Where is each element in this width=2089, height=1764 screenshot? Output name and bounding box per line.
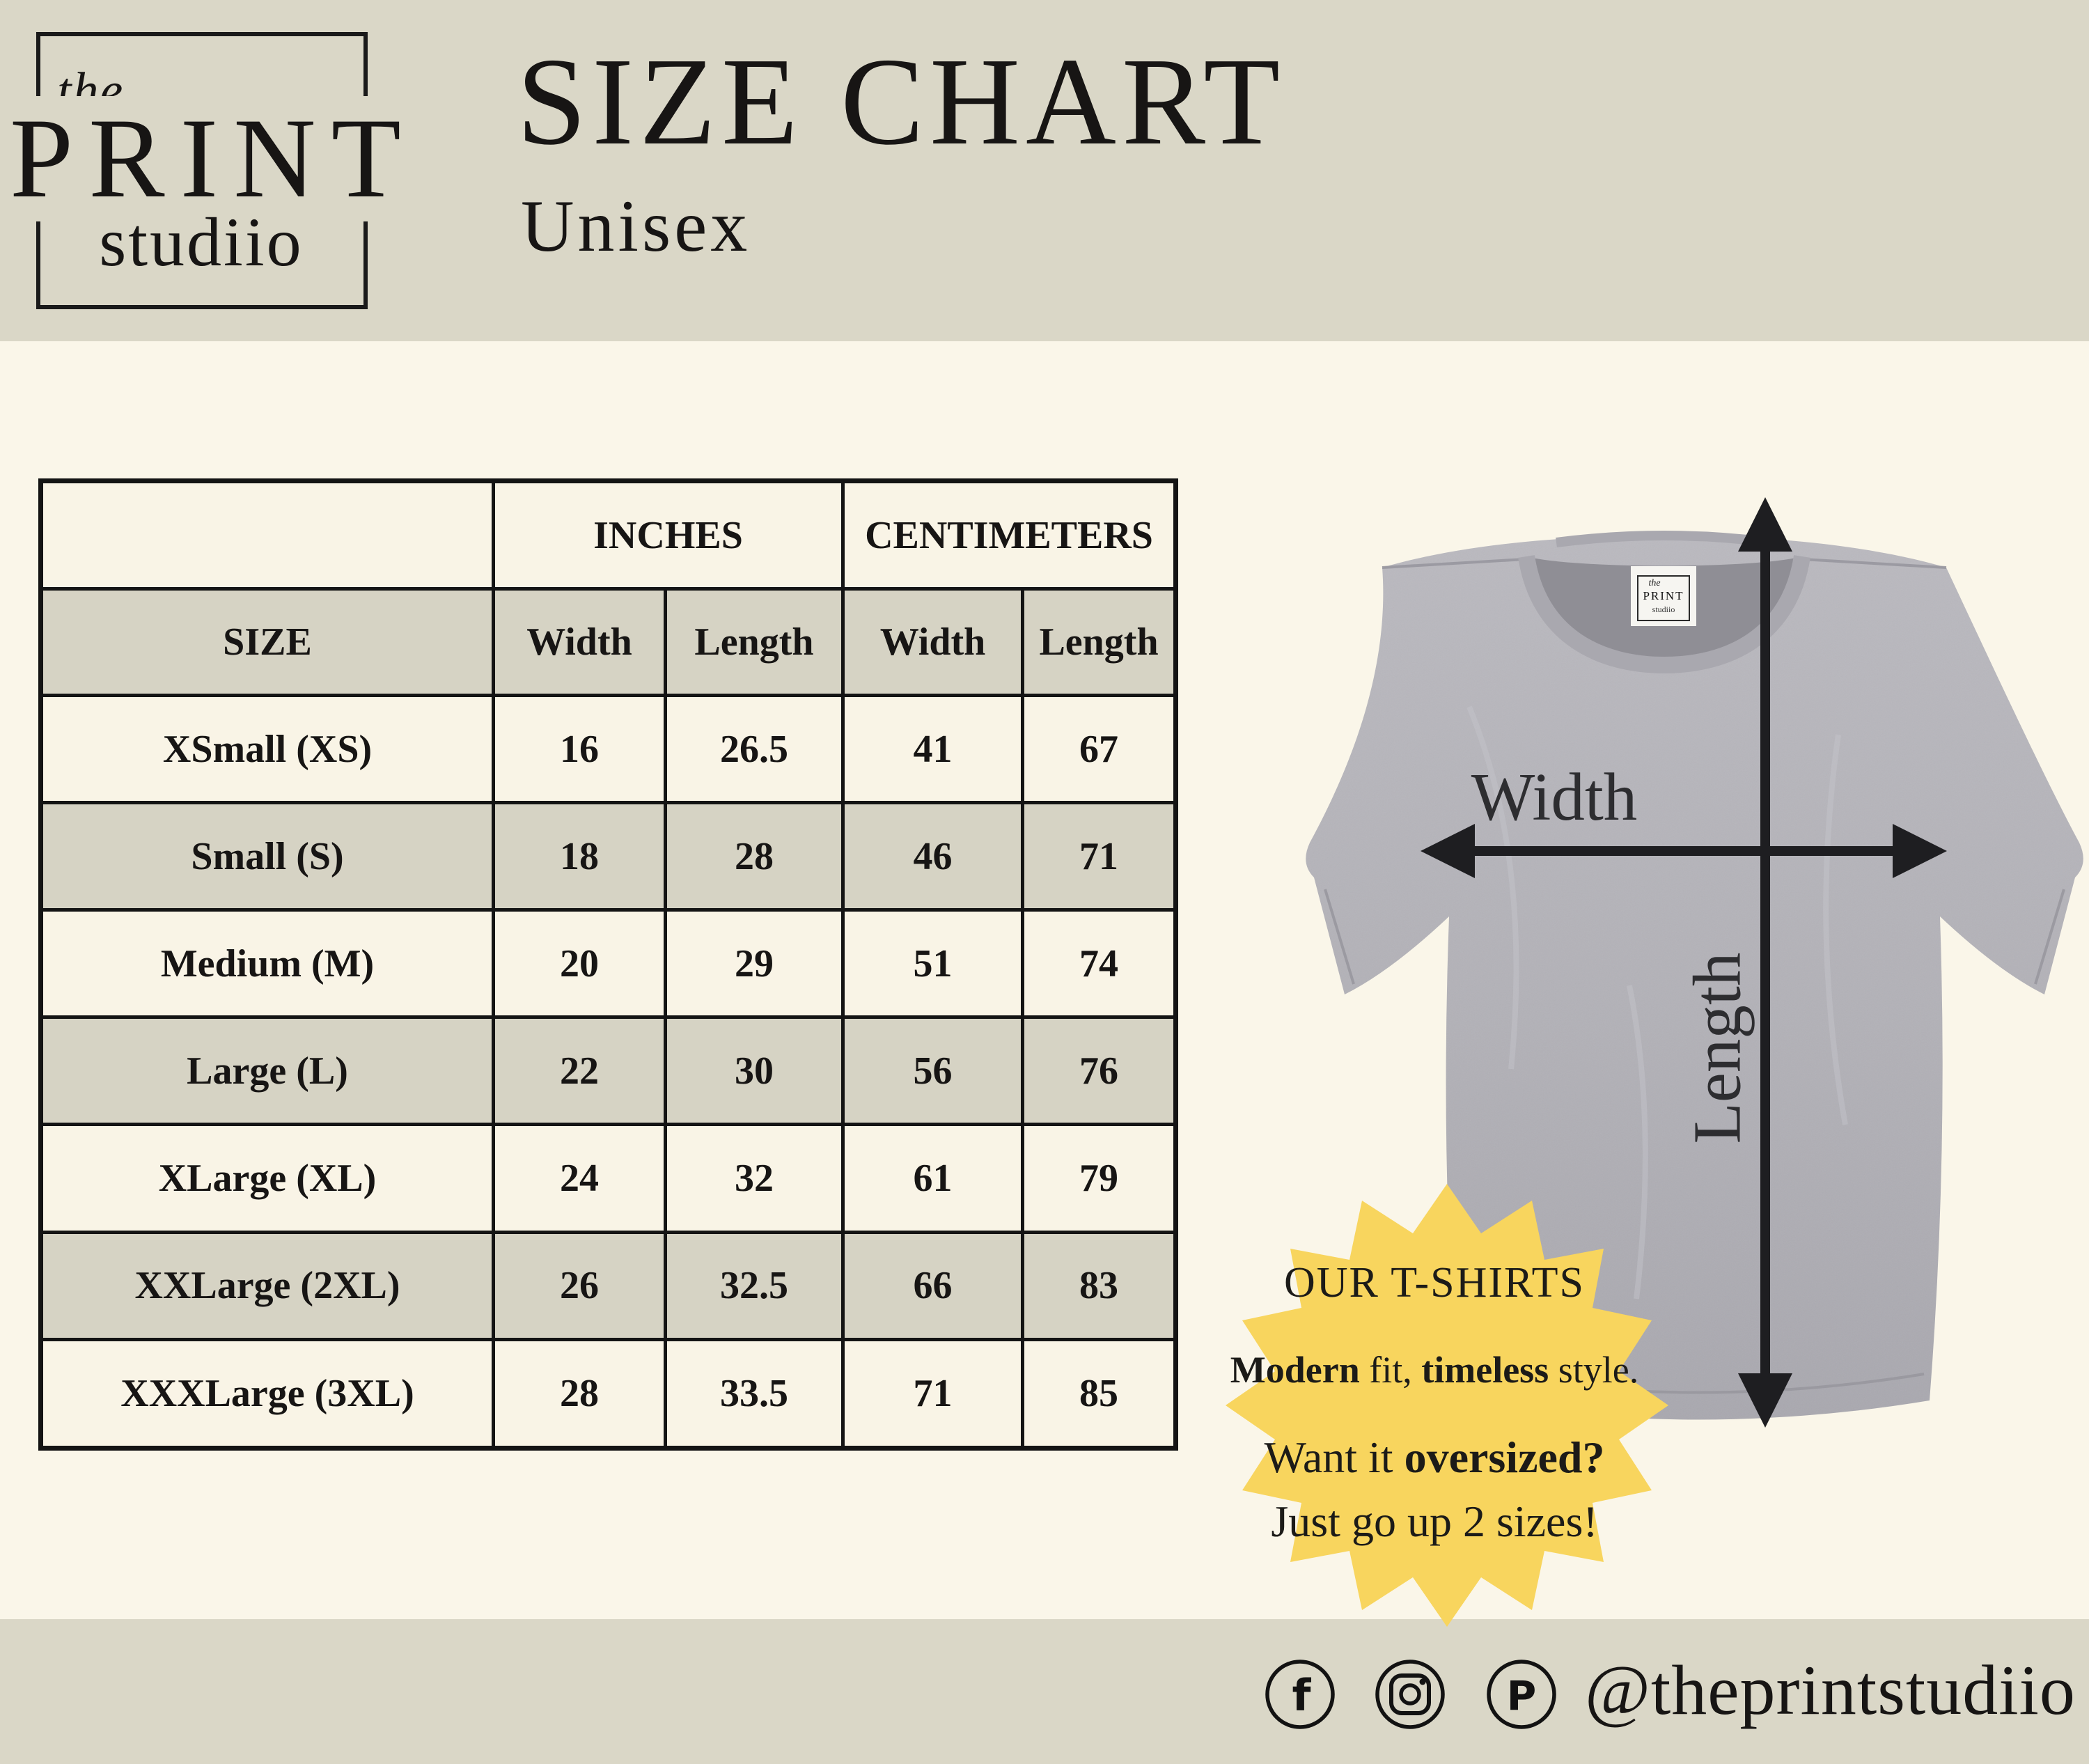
- starburst-badge: [1226, 1184, 1668, 1627]
- size-cell: Small (S): [39, 801, 495, 912]
- value-cell: 28: [492, 1337, 667, 1451]
- size-cell: Large (L): [39, 1015, 495, 1127]
- value-cell: 32.5: [663, 1230, 845, 1341]
- table-row: XXLarge (2XL) 26 32.5 66 83: [39, 1230, 1178, 1341]
- value-cell: 26: [492, 1230, 667, 1341]
- table-row: Large (L) 22 30 56 76: [39, 1015, 1178, 1127]
- table-column-header-row: SIZE Width Length Width Length: [39, 587, 1178, 697]
- badge-text: fit,: [1359, 1349, 1422, 1391]
- value-cell: 51: [841, 908, 1025, 1020]
- value-cell: 66: [841, 1230, 1025, 1341]
- value-cell: 18: [492, 801, 667, 912]
- facebook-glyph: f: [1292, 1670, 1312, 1721]
- facebook-icon: f: [1265, 1660, 1335, 1729]
- logo-word-studiio: studiio: [72, 208, 330, 277]
- value-cell: 41: [841, 693, 1025, 805]
- badge-text: oversized?: [1404, 1433, 1605, 1482]
- length-dimension-label: Length: [1680, 952, 1755, 1144]
- value-cell: 71: [841, 1337, 1025, 1451]
- brand-logo: the PRINT studiio: [10, 32, 402, 309]
- value-cell: 76: [1021, 1015, 1178, 1127]
- starburst-shape: [1226, 1184, 1668, 1627]
- size-cell: XLarge (XL): [39, 1123, 495, 1234]
- badge-text: style.: [1549, 1349, 1639, 1391]
- table-unit-header-row: INCHES CENTIMETERS: [39, 479, 1178, 591]
- table-row: Small (S) 18 28 46 71: [39, 801, 1178, 912]
- table-row: XLarge (XL) 24 32 61 79: [39, 1123, 1178, 1234]
- value-cell: 16: [492, 693, 667, 805]
- value-cell: 22: [492, 1015, 667, 1127]
- value-cell: 74: [1021, 908, 1178, 1020]
- centimeters-header: CENTIMETERS: [841, 479, 1178, 591]
- pinterest-icon: P: [1487, 1660, 1556, 1729]
- value-cell: 30: [663, 1015, 845, 1127]
- width-in-column-header: Width: [492, 587, 667, 697]
- width-dimension-label: Width: [1471, 760, 1638, 834]
- size-cell: XXXLarge (3XL): [39, 1337, 495, 1451]
- size-cell: Medium (M): [39, 908, 495, 1020]
- value-cell: 46: [841, 801, 1025, 912]
- tag-print: PRINT: [1643, 589, 1684, 602]
- instagram-icon: [1375, 1660, 1445, 1729]
- tag-the: the: [1648, 578, 1660, 588]
- value-cell: 24: [492, 1123, 667, 1234]
- size-cell: XXLarge (2XL): [39, 1230, 495, 1341]
- badge-oversized-answer: Just go up 2 sizes!: [1271, 1497, 1598, 1546]
- logo-word-print: PRINT: [10, 95, 416, 222]
- length-cm-column-header: Length: [1021, 587, 1178, 697]
- badge-text: Want it: [1264, 1433, 1405, 1482]
- value-cell: 79: [1021, 1123, 1178, 1234]
- value-cell: 26.5: [663, 693, 845, 805]
- table-row: XSmall (XS) 16 26.5 41 67: [39, 693, 1178, 805]
- table-corner-cell: [39, 479, 495, 591]
- page-subtitle: Unisex: [521, 185, 751, 267]
- width-cm-column-header: Width: [841, 587, 1025, 697]
- value-cell: 29: [663, 908, 845, 1020]
- badge-tagline: Modern fit, timeless style.: [1187, 1349, 1682, 1391]
- value-cell: 20: [492, 908, 667, 1020]
- value-cell: 56: [841, 1015, 1025, 1127]
- pinterest-glyph: P: [1507, 1672, 1537, 1719]
- footer-band: [0, 1619, 2089, 1764]
- page-title: SIZE CHART: [517, 32, 1286, 171]
- badge-text: Modern: [1230, 1349, 1360, 1391]
- table-row: XXXLarge (3XL) 28 33.5 71 85: [39, 1337, 1178, 1451]
- value-cell: 67: [1021, 693, 1178, 805]
- size-cell: XSmall (XS): [39, 693, 495, 805]
- tag-studiio: studiio: [1652, 604, 1675, 614]
- value-cell: 61: [841, 1123, 1025, 1234]
- value-cell: 71: [1021, 801, 1178, 912]
- value-cell: 32: [663, 1123, 845, 1234]
- value-cell: 28: [663, 801, 845, 912]
- inches-header: INCHES: [491, 479, 845, 591]
- badge-text: timeless: [1421, 1349, 1549, 1391]
- neck-label: the PRINT studiio: [1631, 566, 1696, 626]
- value-cell: 83: [1021, 1230, 1178, 1341]
- size-column-header: SIZE: [39, 587, 495, 697]
- size-table: INCHES CENTIMETERS SIZE Width Length Wid…: [38, 478, 1179, 1451]
- table-row: Medium (M) 20 29 51 74: [39, 908, 1178, 1020]
- value-cell: 33.5: [663, 1337, 845, 1451]
- badge-oversized-question: Want it oversized?: [1187, 1433, 1682, 1482]
- value-cell: 85: [1021, 1337, 1178, 1451]
- social-handle: @theprintstudiio: [1585, 1651, 2076, 1730]
- badge-title: OUR T-SHIRTS: [1284, 1259, 1585, 1306]
- length-in-column-header: Length: [663, 587, 845, 697]
